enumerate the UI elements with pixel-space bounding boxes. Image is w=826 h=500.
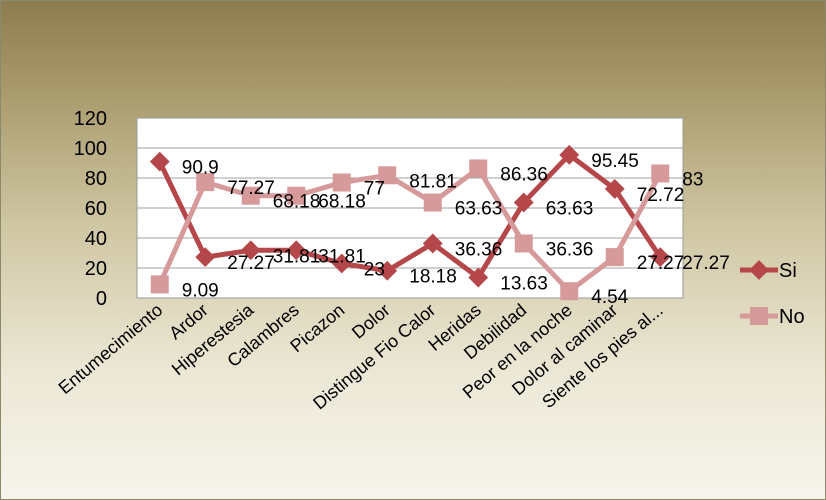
point-si <box>240 240 261 261</box>
data-label-si: 31.81 <box>273 246 321 267</box>
legend-si-label: Si <box>779 260 797 282</box>
point-si <box>149 151 170 172</box>
data-label-no: 68.18 <box>273 192 321 213</box>
data-label-no: 77.27 <box>227 178 275 199</box>
point-si <box>331 253 352 274</box>
point-no <box>241 186 260 205</box>
point-no <box>469 159 488 178</box>
point-no <box>605 248 624 267</box>
point-si <box>422 233 443 254</box>
data-label-si: 27.27 <box>682 253 730 274</box>
data-label-si: 23 <box>364 260 385 281</box>
point-no <box>651 164 670 183</box>
point-no <box>514 234 533 253</box>
legend-si-marker <box>749 260 769 280</box>
point-si <box>286 240 307 261</box>
legend-item-no: No <box>740 306 805 328</box>
data-label-si: 95.45 <box>591 151 639 172</box>
data-label-no: 83 <box>682 170 703 191</box>
point-no <box>423 193 442 212</box>
y-tick-label: 120 <box>74 108 107 130</box>
legend-no-marker <box>750 307 768 325</box>
y-axis: 0 20 40 60 80 100 120 <box>74 108 107 310</box>
plot-border <box>136 117 684 299</box>
data-label-si: 72.72 <box>637 185 685 206</box>
data-label-no: 63.63 <box>455 199 503 220</box>
data-label-si: 36.36 <box>455 239 503 260</box>
data-label-si: 27.27 <box>227 253 275 274</box>
legend-item-si: Si <box>740 260 797 282</box>
y-tick-label: 100 <box>74 138 107 160</box>
data-label-no: 4.54 <box>591 287 628 308</box>
point-no <box>378 166 397 185</box>
point-no <box>150 275 169 294</box>
data-label-no: 68.18 <box>318 192 366 213</box>
data-label-no: 27.27 <box>637 253 685 274</box>
point-si <box>195 247 216 267</box>
data-label-no: 36.36 <box>546 239 594 260</box>
series-lines <box>149 144 671 301</box>
data-label-si: 31.81 <box>318 246 366 267</box>
x-tick-label: Entumecimiento <box>55 300 167 398</box>
plot-area <box>136 117 684 299</box>
data-label-si: 90.9 <box>182 158 219 179</box>
y-tick-label: 0 <box>96 288 107 310</box>
legend-no-label: No <box>779 306 805 328</box>
point-si <box>377 260 398 281</box>
data-label-no: 86.36 <box>500 164 548 185</box>
y-tick-label: 80 <box>85 168 107 190</box>
data-label-si: 63.63 <box>546 199 594 220</box>
point-si <box>468 267 489 288</box>
gridlines <box>137 147 683 269</box>
y-tick-label: 20 <box>85 258 107 280</box>
x-axis: EntumecimientoArdorHiperestesiaCalambres… <box>55 299 667 413</box>
legend: Si No <box>740 260 805 328</box>
point-no <box>560 282 579 301</box>
point-no <box>332 173 351 192</box>
data-label-si: 13.63 <box>500 274 548 295</box>
data-label-no: 81.81 <box>409 171 457 192</box>
y-tick-label: 60 <box>85 198 107 220</box>
data-label-no: 77 <box>364 179 385 200</box>
y-tick-label: 40 <box>85 228 107 250</box>
point-no <box>196 173 215 192</box>
data-label-no: 9.09 <box>182 280 219 301</box>
point-no <box>287 186 306 205</box>
data-label-si: 18.18 <box>409 267 457 288</box>
